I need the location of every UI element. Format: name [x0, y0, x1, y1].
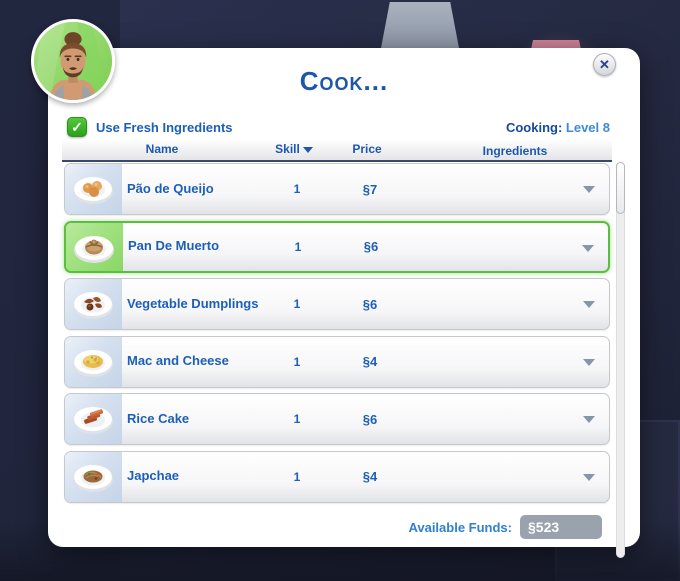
cooking-label: Cooking:: [505, 120, 563, 135]
use-fresh-ingredients-checkbox[interactable]: ✓: [67, 117, 87, 137]
ingredients-chevron-down-icon[interactable]: [583, 301, 595, 308]
vegetable-dumplings-plate-icon: [65, 279, 122, 329]
pan-de-muerto-plate-icon: [66, 222, 123, 271]
list-scrollbar-track[interactable]: [616, 162, 625, 558]
list-scrollbar-thumb[interactable]: [616, 162, 625, 214]
recipe-row-japchae[interactable]: Japchae 1 §4: [64, 450, 610, 503]
sim-portrait: [34, 22, 112, 100]
recipe-skill: 1: [293, 354, 301, 369]
available-funds-label: Available Funds:: [408, 519, 512, 535]
recipe-row-pan-de-muerto[interactable]: Pan De Muerto 1 §6: [64, 220, 610, 273]
mac-and-cheese-plate-icon: [65, 336, 122, 387]
skill-header-label: Skill: [275, 142, 300, 156]
use-fresh-ingredients-label: Use Fresh Ingredients: [96, 120, 233, 135]
recipe-name: Rice Cake: [127, 410, 190, 426]
options-bar: ✓ Use Fresh Ingredients Cooking: Level 8: [66, 116, 610, 140]
japchae-plate-icon: [65, 451, 122, 502]
recipe-row-rice-cake[interactable]: Rice Cake 1 §6: [64, 393, 610, 445]
cooking-level-value: Level 8: [565, 120, 610, 135]
recipe-price: §7: [362, 181, 378, 197]
recipe-name: Pão de Queijo: [127, 180, 214, 196]
checkmark-icon: ✓: [71, 118, 83, 135]
dialog-title: Cook...: [299, 66, 389, 96]
recipe-row-pao-de-queijo[interactable]: Pão de Queijo 1 §7: [64, 163, 610, 215]
recipe-skill: 1: [293, 412, 301, 426]
table-header: Name Skill Price Ingredients: [62, 140, 612, 162]
recipe-price: §4: [362, 354, 378, 369]
sort-descending-icon: [302, 147, 313, 153]
rice-cake-plate-icon: [65, 394, 122, 444]
recipe-name: Pan De Muerto: [128, 238, 220, 254]
cook-dialog: ✕ Cook... ✓ Use Fresh Ingredients Cookin…: [31, 19, 640, 558]
sim-avatar: [31, 19, 115, 103]
recipe-price: §6: [362, 411, 378, 427]
column-header-price[interactable]: Price: [352, 142, 382, 156]
ingredients-chevron-down-icon[interactable]: [583, 473, 595, 481]
recipe-skill: 1: [294, 239, 302, 254]
column-header-ingredients[interactable]: Ingredients: [482, 144, 548, 158]
column-header-name[interactable]: Name: [145, 142, 179, 156]
footer: Available Funds: §523: [48, 513, 602, 541]
recipe-name: Mac and Cheese: [127, 353, 229, 369]
recipe-skill: 1: [293, 469, 301, 484]
recipe-price: §4: [362, 469, 378, 484]
ingredients-chevron-down-icon[interactable]: [583, 358, 595, 366]
recipe-skill: 1: [293, 297, 301, 311]
cooking-skill-status: Cooking: Level 8: [506, 120, 610, 135]
ingredients-chevron-down-icon[interactable]: [582, 244, 594, 252]
recipe-row-vegetable-dumplings[interactable]: Vegetable Dumplings 1 §6: [64, 278, 610, 330]
recipe-name: Japchae: [127, 468, 180, 484]
recipe-row-mac-and-cheese[interactable]: Mac and Cheese 1 §4: [64, 335, 610, 388]
available-funds-value: §523: [520, 515, 602, 539]
recipe-skill: 1: [293, 182, 301, 196]
recipe-price: §6: [363, 239, 379, 254]
recipe-name: Vegetable Dumplings: [127, 295, 259, 311]
ingredients-chevron-down-icon[interactable]: [583, 186, 595, 193]
recipe-list: Pão de Queijo 1 §7 Pan De Muerto: [64, 163, 610, 503]
close-button[interactable]: ✕: [593, 53, 616, 76]
recipe-price: §6: [362, 296, 378, 312]
close-icon: ✕: [599, 56, 610, 72]
pao-de-queijo-plate-icon: [65, 164, 122, 214]
ingredients-chevron-down-icon[interactable]: [583, 416, 595, 423]
column-header-skill[interactable]: Skill: [254, 142, 334, 156]
